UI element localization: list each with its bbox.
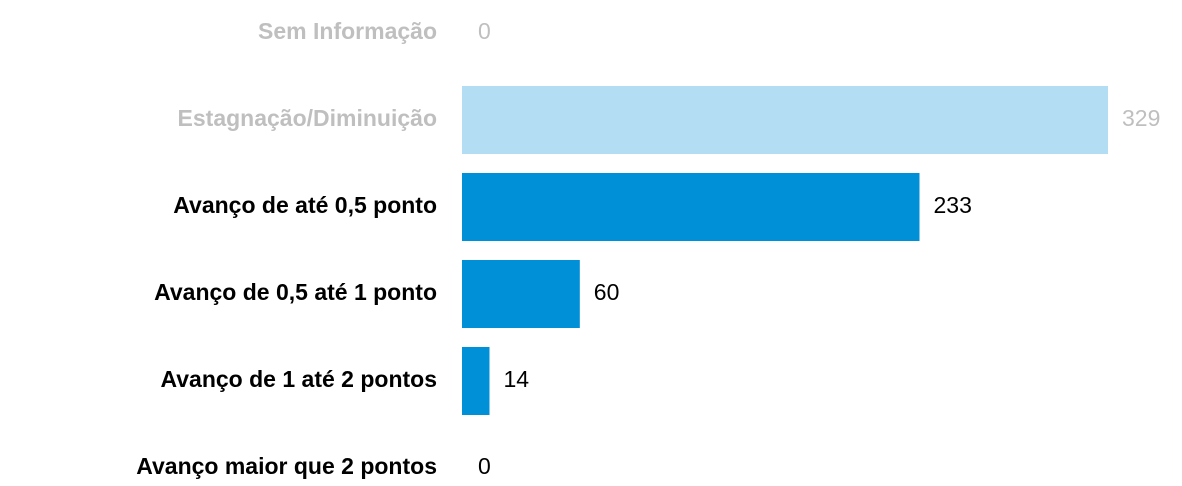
category-label: Avanço de até 0,5 ponto bbox=[173, 192, 437, 218]
value-label: 0 bbox=[478, 453, 491, 479]
value-label: 14 bbox=[503, 366, 529, 392]
value-label: 233 bbox=[934, 192, 972, 218]
category-label: Sem Informação bbox=[258, 18, 437, 44]
category-label: Avanço de 0,5 até 1 ponto bbox=[154, 279, 437, 305]
value-label: 0 bbox=[478, 18, 491, 44]
value-label: 60 bbox=[594, 279, 620, 305]
bar bbox=[462, 86, 1108, 154]
bar bbox=[462, 347, 490, 415]
value-label: 329 bbox=[1122, 105, 1160, 131]
category-label: Avanço de 1 até 2 pontos bbox=[161, 366, 438, 392]
category-label: Avanço maior que 2 pontos bbox=[136, 453, 437, 479]
category-label: Estagnação/Diminuição bbox=[178, 105, 437, 131]
bar bbox=[462, 173, 920, 241]
bar bbox=[462, 260, 580, 328]
